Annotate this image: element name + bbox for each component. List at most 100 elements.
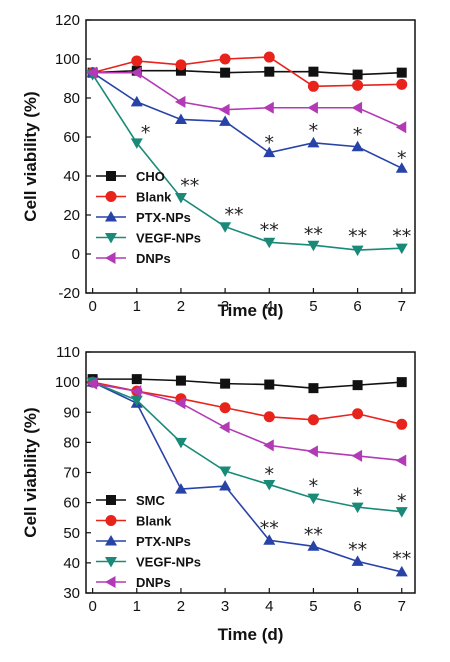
data-point [263,51,275,63]
x-tick-label: 0 [88,298,96,315]
series-vegf-nps [86,377,408,518]
data-point [219,115,232,126]
legend-marker [105,557,117,568]
data-point [395,507,408,518]
legend-label: PTX-NPs [136,210,191,225]
legend-label: PTX-NPs [136,534,191,549]
data-point [396,418,408,430]
data-point [396,67,407,78]
data-point [263,411,275,423]
data-point [130,385,142,398]
data-point [263,534,276,545]
chart-panel-2: 30 40 50 60 70 80 90 100 110 0 1 2 3 4 5 6 7 Time (d) Cell… [21,344,416,644]
x-tick-label: 3 [221,598,229,615]
significance-annotation: * [309,120,319,142]
data-point [219,480,232,491]
series-line [92,381,402,573]
x-axis-label: Time (d) [218,301,284,320]
significance-annotation: * [397,491,407,513]
legend-marker [105,515,117,526]
data-point [308,66,319,77]
x-tick-label: 2 [177,298,185,315]
legend-marker [105,535,117,546]
x-tick-label: 3 [221,298,229,315]
data-point [351,449,363,462]
series-dnps [86,66,407,134]
significance-annotation: ** [304,524,323,546]
x-axis-label: Time (d) [218,625,284,644]
y-tick-label: 30 [63,585,80,602]
data-point [263,439,274,452]
significance-annotation: ** [260,518,279,540]
y-tick-label: 60 [63,495,80,512]
series-line [91,74,402,251]
x-tick-label: 5 [309,298,317,315]
y-axis-label: Cell viability (%) [21,91,40,221]
data-point [395,121,407,134]
data-point [131,55,143,67]
data-point [307,540,320,551]
legend-marker [106,171,116,181]
legend-marker [105,191,117,202]
y-axis-label: Cell viability (%) [21,407,40,537]
legend-label: Blank [136,190,172,205]
y-tick-label: 70 [63,465,80,482]
data-point [263,237,276,249]
data-point [219,466,232,477]
legend-label: DNPs [136,575,171,590]
x-tick-label: 4 [265,298,273,315]
y-tick-label: 100 [55,51,80,68]
significance-annotation: * [265,464,275,486]
data-point [395,162,408,173]
series-line [92,382,402,462]
significance-annotation: * [265,132,275,154]
data-point [219,222,232,233]
significance-annotation: ** [224,204,243,226]
x-tick-label: 0 [88,598,96,615]
y-tick-label: 120 [55,12,80,29]
series-line [92,56,402,88]
data-point [395,454,407,467]
data-point [219,103,230,116]
chart-panel-1: -20 0 20 40 60 80 100 120 0 1 2 3 4 5 6 7 Time (d) Cell v… [21,12,416,320]
legend-label: VEGF-NPs [136,555,201,570]
y-tick-label: 110 [56,344,80,361]
y-tick-label: 0 [72,246,80,263]
x-tick-label: 1 [133,598,141,615]
data-point [175,65,186,76]
series-dnps [86,377,407,467]
legend: CHO Blank PTX-NPs VEGF-NPs DNPs [96,169,201,266]
data-point [307,80,319,92]
data-point [130,395,143,407]
data-point [307,414,319,426]
legend: SMC Blank PTX-NPs VEGF-NPs DNPs [96,493,201,590]
data-point [219,421,230,434]
y-tick-label: -20 [58,285,80,302]
legend-label: Blank [136,514,172,529]
data-point [174,397,186,410]
significance-annotation: ** [392,548,411,570]
data-point [264,66,275,77]
data-point [351,502,364,514]
data-point [174,192,187,204]
data-point [307,445,318,458]
significance-annotation: ** [180,175,199,197]
data-point [174,483,187,494]
data-point [264,379,275,390]
significance-annotation: ** [304,224,323,246]
legend-label: VEGF-NPs [136,231,201,246]
data-point [396,78,408,90]
data-point [219,53,231,65]
x-tick-label: 7 [398,298,406,315]
data-point [308,383,319,394]
data-point [351,140,364,152]
data-point [220,67,231,78]
legend-marker [105,252,116,264]
data-point [174,437,187,449]
y-tick-label: 40 [63,555,80,572]
significance-annotation: * [397,148,407,170]
data-point [131,374,142,385]
series-line [92,71,403,169]
data-point [307,493,320,505]
